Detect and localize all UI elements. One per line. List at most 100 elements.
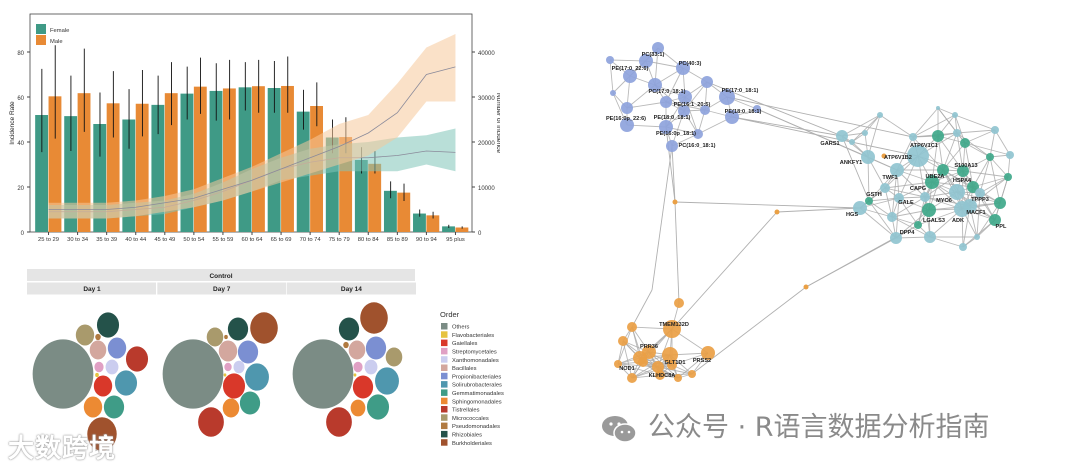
node-gene (667, 360, 677, 370)
bar-female (35, 115, 49, 232)
bubble-gemmatimonadales (366, 394, 390, 420)
node-label: PE(17:0_18:1) (722, 88, 759, 94)
node-label: ADK (952, 218, 964, 224)
bubble-pseudomonadales (224, 334, 228, 340)
node-label: PE(16:0p_22:6) (606, 116, 646, 122)
node-label: LGALS3 (923, 218, 945, 224)
bubble-gaiellales (352, 375, 374, 399)
bubble-flavobacteriales (95, 372, 99, 378)
node-protein (877, 112, 883, 118)
node-label: ATP6V1C1 (910, 143, 938, 149)
node-label: PRSS2 (693, 358, 711, 364)
bubble-burkholderiales (360, 302, 388, 334)
bar-male (397, 192, 411, 232)
edge (937, 107, 966, 144)
node-label: PE(18:0_18:1) (725, 109, 762, 115)
node-label: PE(17:0_22:6) (612, 66, 649, 72)
node-gene (618, 336, 628, 346)
node-label: PC(33:1) (642, 52, 665, 58)
node-lipid (725, 110, 739, 124)
edge (979, 176, 1009, 194)
y-axis-label: Incidence Rate (9, 101, 16, 145)
panel-header (27, 282, 156, 295)
bar-male (77, 93, 91, 232)
edge (631, 289, 653, 328)
node-label: PE(16:0p_18:1) (656, 131, 696, 137)
node-protein (957, 165, 969, 177)
legend-swatch (441, 347, 448, 355)
node-label: TPPP3 (971, 197, 989, 203)
node-protein (975, 188, 985, 198)
legend-swatch (441, 397, 448, 405)
node-protein (890, 232, 902, 244)
legend-swatch (441, 406, 448, 413)
node-label: ATP6V1B2 (884, 155, 912, 161)
edge (691, 286, 807, 375)
edge (954, 114, 996, 131)
bar-male (48, 96, 62, 232)
bubble-rhizobiales (96, 312, 120, 338)
node-label: PC(40:3) (679, 61, 702, 67)
bubble-solirubrobacterales (114, 370, 138, 396)
node-lipid (676, 61, 690, 75)
node-label: GARS1 (820, 141, 839, 147)
edge (879, 114, 914, 138)
legend-swatch-male (36, 35, 46, 45)
bubble-gemmatimonadales (239, 391, 261, 415)
node-gene (638, 357, 648, 367)
edge (674, 201, 680, 304)
bubble-xanthomonadales (105, 359, 119, 375)
node-label: NOD1 (619, 366, 635, 372)
node-label: GSTH (866, 192, 882, 198)
edge (962, 170, 1009, 178)
legend-label: Propionibacteriales (452, 374, 501, 380)
edge (912, 114, 956, 138)
watermark-right: 公众号 · R语言数据分析指南 (600, 405, 990, 444)
legend-label: Pseudomonadales (452, 424, 500, 430)
legend-swatch (441, 389, 448, 396)
x-tick-label: 60 to 64 (242, 237, 264, 243)
node-bridge (803, 284, 809, 290)
edge (979, 156, 991, 194)
edge (964, 129, 996, 144)
node-protein (932, 130, 944, 142)
bubble-propionibacteriales (365, 336, 387, 360)
node-protein (887, 212, 897, 222)
node-gene (663, 320, 681, 338)
node-lipid (623, 69, 637, 83)
edge (937, 107, 956, 116)
edge (976, 202, 1001, 238)
edge (898, 197, 919, 226)
edge (924, 170, 964, 198)
node-lipid (652, 42, 664, 54)
edge (884, 187, 926, 198)
node-protein (861, 150, 875, 164)
bubble-others (292, 339, 354, 409)
node-protein (909, 133, 917, 141)
legend-swatch (441, 331, 448, 338)
x-tick-label: 90 to 94 (416, 237, 438, 243)
panel-header (287, 282, 416, 295)
legend-title: Order (440, 310, 460, 319)
node-protein (924, 231, 936, 243)
node-lipid (666, 140, 678, 152)
bubble-flavobacteriales (223, 373, 227, 377)
legend-swatch (441, 372, 448, 380)
x-tick-label: 80 to 84 (358, 237, 380, 243)
edge (868, 197, 900, 202)
node-lipid (693, 129, 703, 139)
node-protein (925, 175, 939, 189)
node-protein (1006, 151, 1014, 159)
node-lipid (659, 120, 673, 134)
legend-swatch (441, 422, 448, 430)
legend-swatch (441, 439, 448, 446)
edge (671, 145, 676, 203)
y-tick-label: 80 (17, 51, 24, 57)
node-gene (662, 347, 678, 363)
node-label: MACF1 (966, 210, 985, 216)
legend-swatch (441, 339, 448, 347)
bubble-gemmatimonadales (103, 395, 125, 419)
bubble-gaiellales (222, 373, 246, 399)
edge (867, 114, 881, 158)
